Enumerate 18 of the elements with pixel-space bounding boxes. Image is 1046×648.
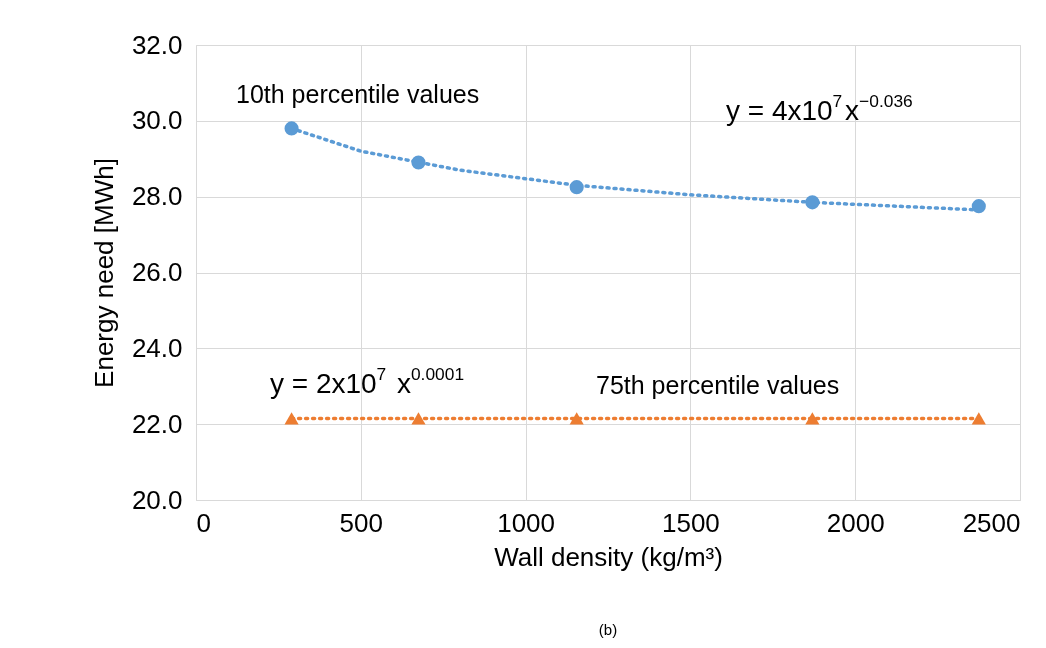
y-tick-label: 32.0 — [131, 29, 183, 60]
x-tick-label: 2000 — [826, 507, 885, 538]
x-tick-label: 500 — [339, 507, 383, 538]
y-tick-label: 20.0 — [131, 484, 183, 515]
y-tick-label: 26.0 — [131, 257, 183, 287]
x-tick-label: 1500 — [661, 507, 720, 538]
series-label: 75th percentile values — [596, 371, 840, 399]
y-tick-label: 22.0 — [131, 408, 183, 439]
y-tick-label: 28.0 — [131, 181, 183, 212]
x-tick-label: 1000 — [497, 507, 556, 538]
y-tick-label: 30.0 — [131, 105, 183, 136]
y-axis-title: Energy need [MWh] — [88, 158, 119, 388]
x-tick-label: 0 — [196, 507, 211, 538]
x-axis-title: Wall density (kg/m³) — [494, 541, 723, 572]
text: (b) — [598, 621, 618, 638]
text: 10th percentile values — [236, 80, 480, 108]
y-tick-label: 24.0 — [131, 332, 183, 363]
x-tick-label: 2500 — [962, 507, 1021, 538]
